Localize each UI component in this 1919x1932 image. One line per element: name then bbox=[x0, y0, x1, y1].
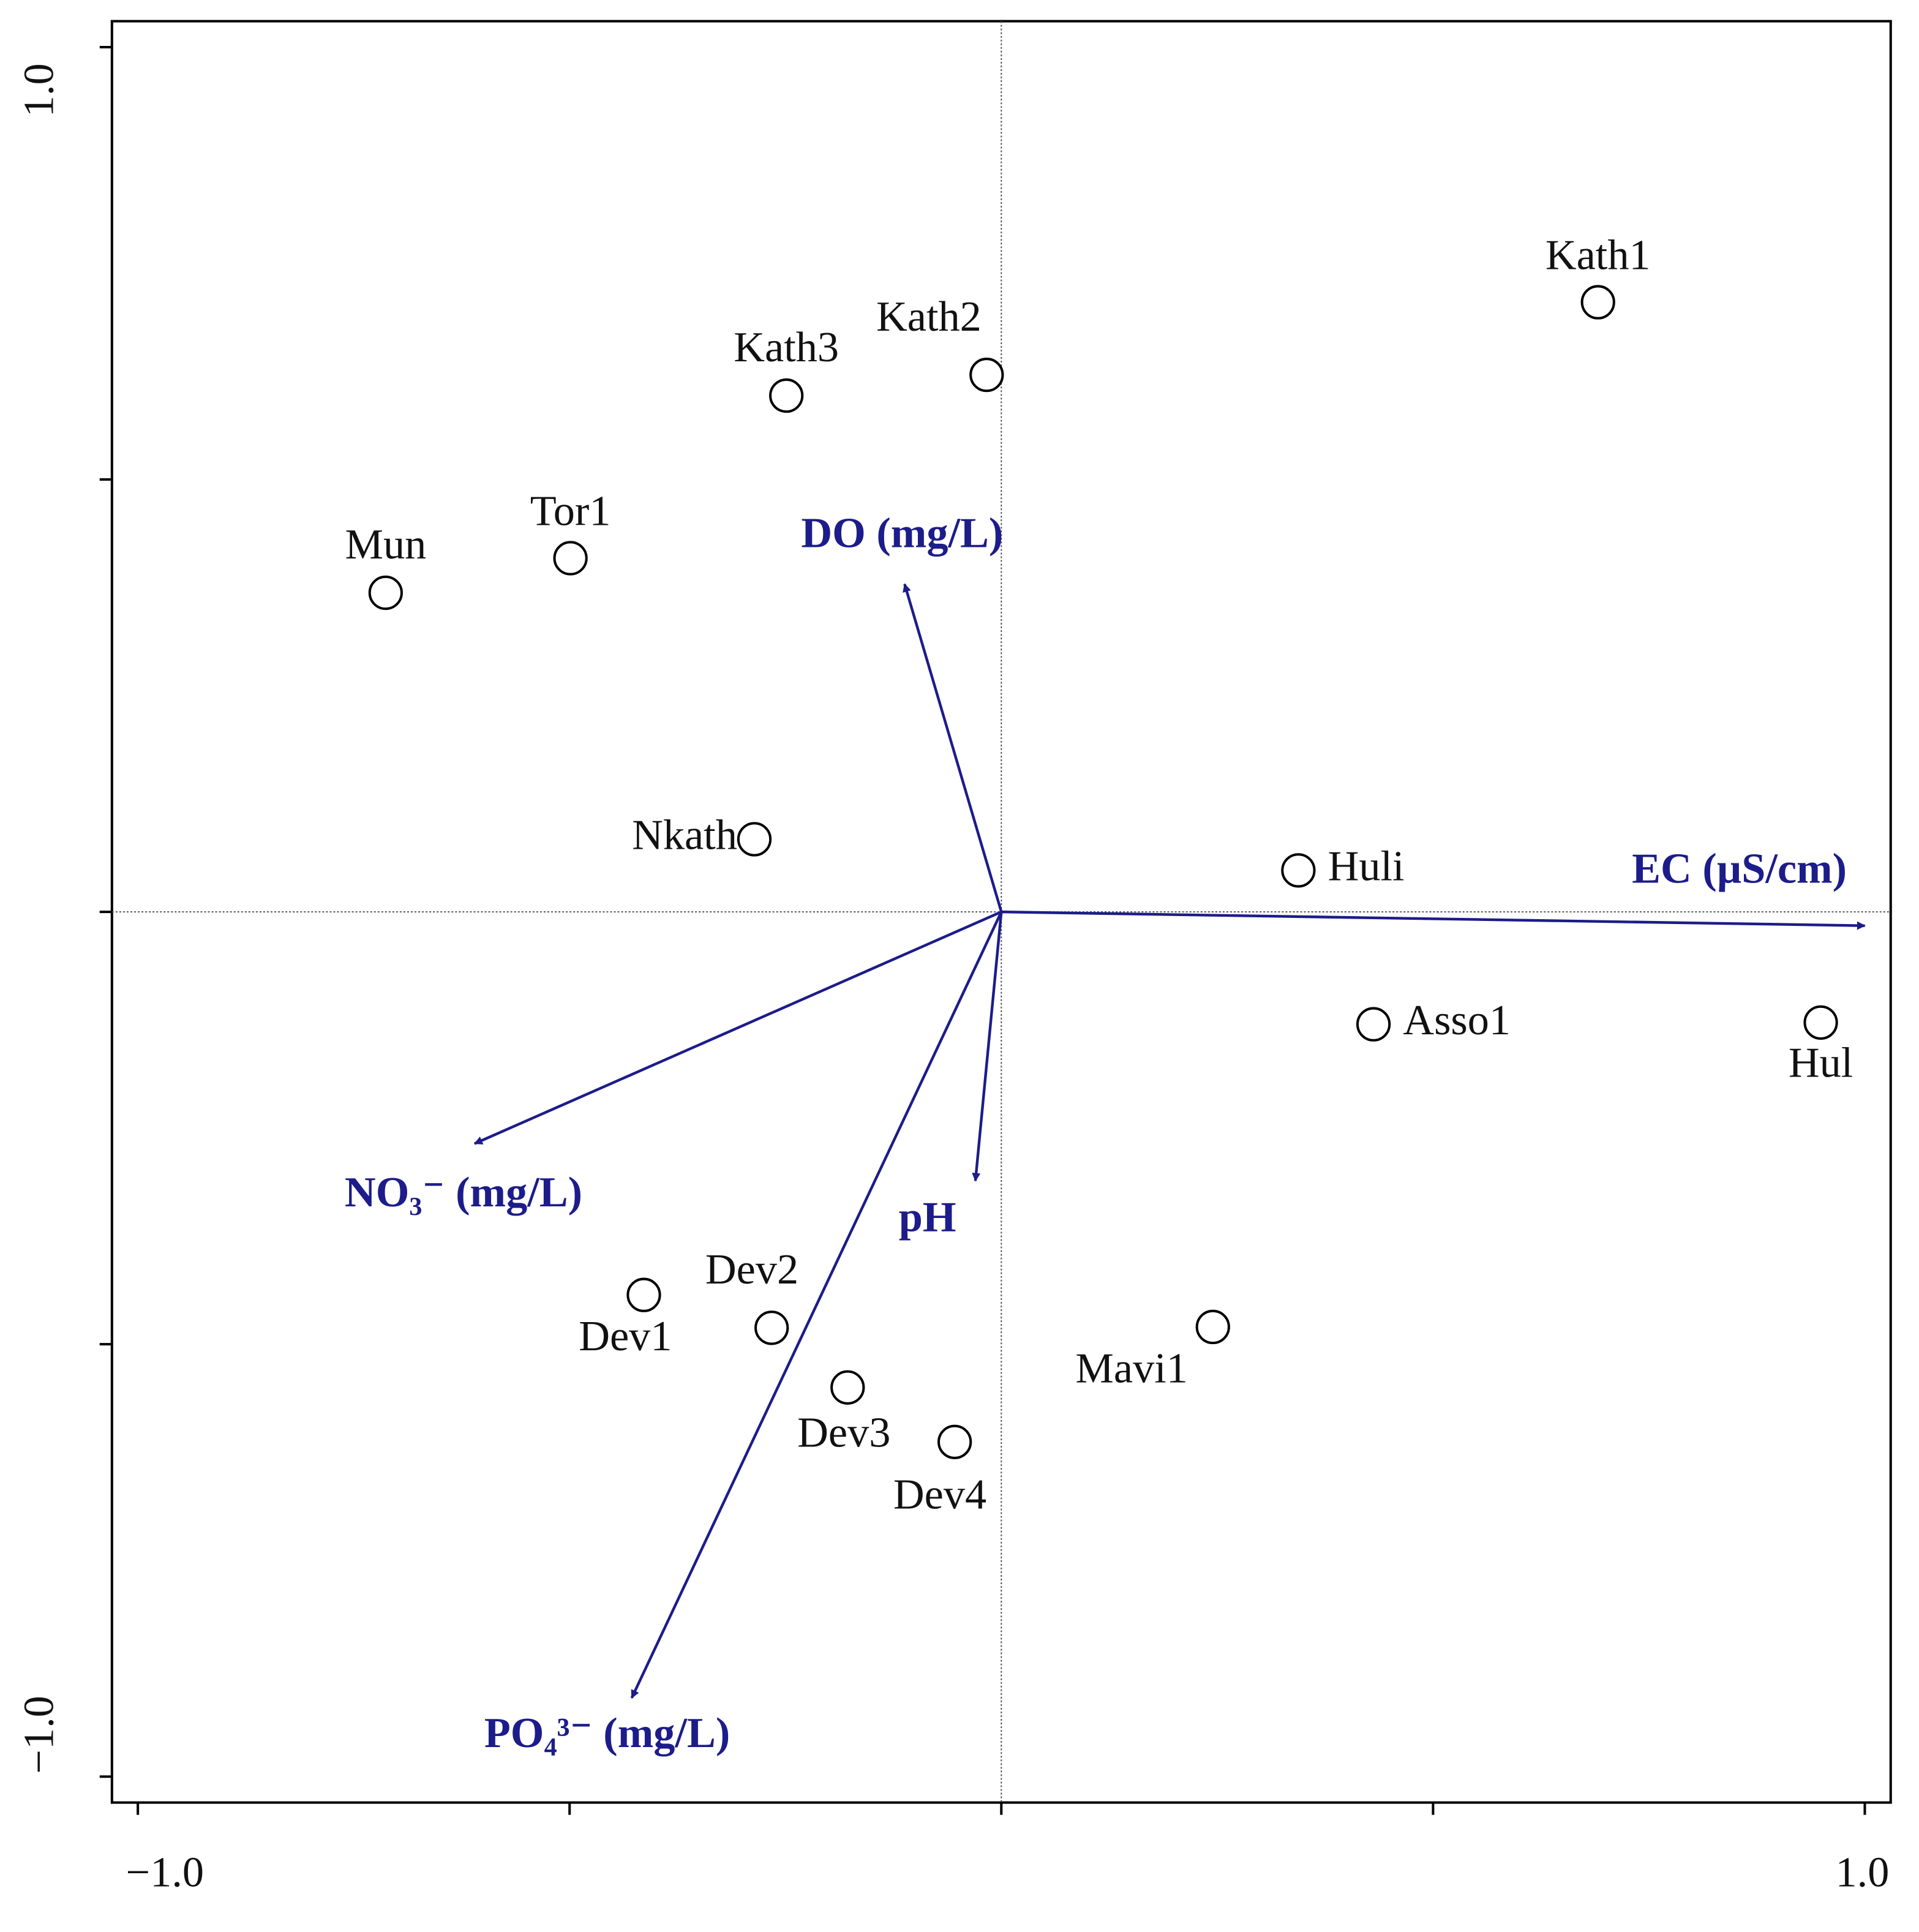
site-label: Dev1 bbox=[579, 1312, 672, 1360]
site-label: Hul bbox=[1789, 1039, 1853, 1086]
vector-label: pH bbox=[899, 1193, 956, 1241]
vector-label: DO (mg/L) bbox=[801, 509, 1003, 557]
vector-arrow bbox=[1001, 910, 1866, 930]
site-label: Dev4 bbox=[893, 1470, 986, 1518]
site-point bbox=[1195, 1309, 1230, 1345]
vector-label: PO₄³⁻ (mg/L) bbox=[484, 1709, 730, 1757]
y-tick-label: 1.0 bbox=[15, 63, 62, 117]
vector-arrow bbox=[473, 911, 1002, 1145]
site-label: Kath1 bbox=[1545, 231, 1651, 279]
x-tick-label: −1.0 bbox=[126, 1848, 205, 1896]
site-label: Asso1 bbox=[1403, 996, 1511, 1044]
site-label: Mavi1 bbox=[1075, 1344, 1188, 1392]
site-label: Nkath bbox=[632, 811, 737, 859]
site-label: Kath2 bbox=[876, 293, 982, 340]
site-point bbox=[830, 1370, 865, 1405]
x-tick-label: 1.0 bbox=[1836, 1848, 1890, 1896]
site-label: Kath3 bbox=[734, 323, 839, 371]
site-point bbox=[937, 1424, 972, 1459]
site-point bbox=[626, 1277, 661, 1312]
site-label: Mun bbox=[345, 521, 426, 568]
site-point bbox=[1356, 1007, 1391, 1042]
site-point bbox=[1580, 285, 1615, 320]
y-tick-label: −1.0 bbox=[15, 1696, 62, 1774]
site-point bbox=[969, 358, 1004, 393]
site-label: Huli bbox=[1328, 842, 1405, 890]
site-point bbox=[553, 541, 588, 576]
vector-arrow bbox=[972, 911, 1003, 1182]
site-point bbox=[1281, 853, 1316, 888]
site-point bbox=[754, 1310, 789, 1345]
vector-label: NO₃⁻ (mg/L) bbox=[345, 1168, 582, 1216]
vector-arrow bbox=[903, 583, 1003, 912]
site-label: Dev2 bbox=[705, 1246, 798, 1293]
site-label: Dev3 bbox=[797, 1408, 890, 1456]
site-label: Tor1 bbox=[530, 487, 611, 535]
site-point bbox=[769, 378, 804, 413]
site-point bbox=[1803, 1005, 1838, 1040]
site-point bbox=[368, 575, 403, 611]
site-point bbox=[737, 822, 772, 857]
vector-arrow bbox=[630, 911, 1003, 1699]
vector-label: EC (µS/cm) bbox=[1632, 844, 1847, 892]
